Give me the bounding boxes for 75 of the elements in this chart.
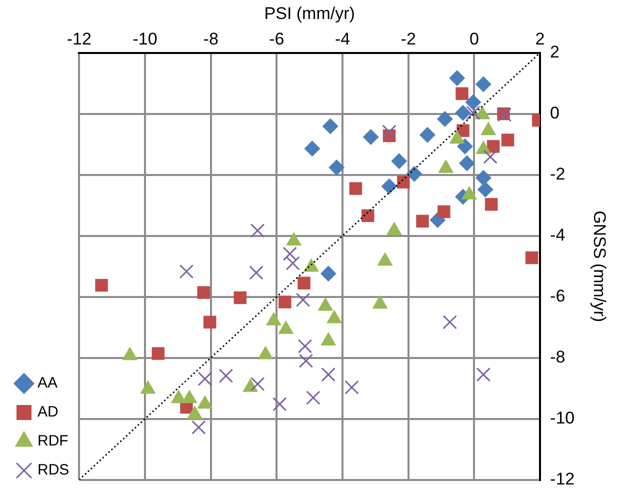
x-tick-label: -4 xyxy=(334,29,350,48)
point xyxy=(456,138,473,154)
point xyxy=(198,372,212,386)
point xyxy=(501,134,514,146)
point xyxy=(197,286,210,299)
x-tick-label: -10 xyxy=(132,29,158,48)
y-tick-label: -6 xyxy=(550,286,566,306)
point xyxy=(218,368,234,383)
legend-label: RDS xyxy=(38,462,70,479)
x-tick-label: -6 xyxy=(269,29,284,48)
point xyxy=(250,224,265,238)
y-tick-label: -4 xyxy=(550,225,566,244)
point xyxy=(249,266,264,280)
point xyxy=(466,106,480,120)
point xyxy=(328,159,345,176)
y-tick-label: -8 xyxy=(550,347,566,366)
y-tick-label: -10 xyxy=(550,408,575,428)
x-axis-title: PSI (mm/yr) xyxy=(264,4,355,23)
point xyxy=(455,104,471,121)
point xyxy=(298,276,310,290)
point xyxy=(286,256,300,270)
x-tick-label: -2 xyxy=(400,29,416,48)
point xyxy=(406,166,422,182)
x-tick-label: 0 xyxy=(469,29,479,48)
point xyxy=(456,87,468,100)
point xyxy=(484,198,498,211)
point xyxy=(525,251,538,264)
point xyxy=(391,153,408,170)
x-tick-label: -8 xyxy=(203,29,218,48)
point xyxy=(306,390,320,405)
point xyxy=(362,209,374,222)
point xyxy=(152,347,165,360)
x-tick-label: -12 xyxy=(66,29,92,48)
y-tick-label: 0 xyxy=(550,103,560,122)
point xyxy=(362,128,379,145)
point xyxy=(192,420,206,434)
point xyxy=(179,264,194,279)
point xyxy=(320,266,336,282)
point xyxy=(282,246,297,261)
point xyxy=(416,214,429,228)
point xyxy=(475,76,492,92)
point xyxy=(449,70,466,86)
point xyxy=(438,205,450,218)
point xyxy=(458,155,475,172)
point xyxy=(476,367,491,382)
point xyxy=(321,367,336,382)
point xyxy=(349,182,362,195)
point xyxy=(436,110,453,127)
point xyxy=(465,94,482,110)
legend-label: RDF xyxy=(38,432,68,450)
x-tick-label: 2 xyxy=(535,29,545,48)
point xyxy=(483,150,498,164)
point xyxy=(475,170,492,186)
point xyxy=(397,176,410,188)
point xyxy=(203,316,216,328)
point xyxy=(278,296,292,308)
point xyxy=(234,291,247,304)
legend-label: AA xyxy=(38,374,58,392)
y-tick-label: 2 xyxy=(550,42,560,62)
point xyxy=(95,278,108,292)
point xyxy=(419,126,436,143)
point xyxy=(272,397,287,412)
point xyxy=(382,124,396,139)
point xyxy=(442,315,457,330)
y-axis-title: GNSS (mm/yr) xyxy=(590,210,610,322)
point xyxy=(344,380,359,394)
y-tick-label: -2 xyxy=(550,164,566,184)
y-tick-label: -12 xyxy=(550,469,575,488)
point xyxy=(322,118,338,134)
point xyxy=(304,140,320,157)
point xyxy=(250,376,265,392)
point xyxy=(477,181,494,198)
point xyxy=(381,178,398,194)
point xyxy=(296,292,310,307)
legend-label: AD xyxy=(38,404,59,421)
